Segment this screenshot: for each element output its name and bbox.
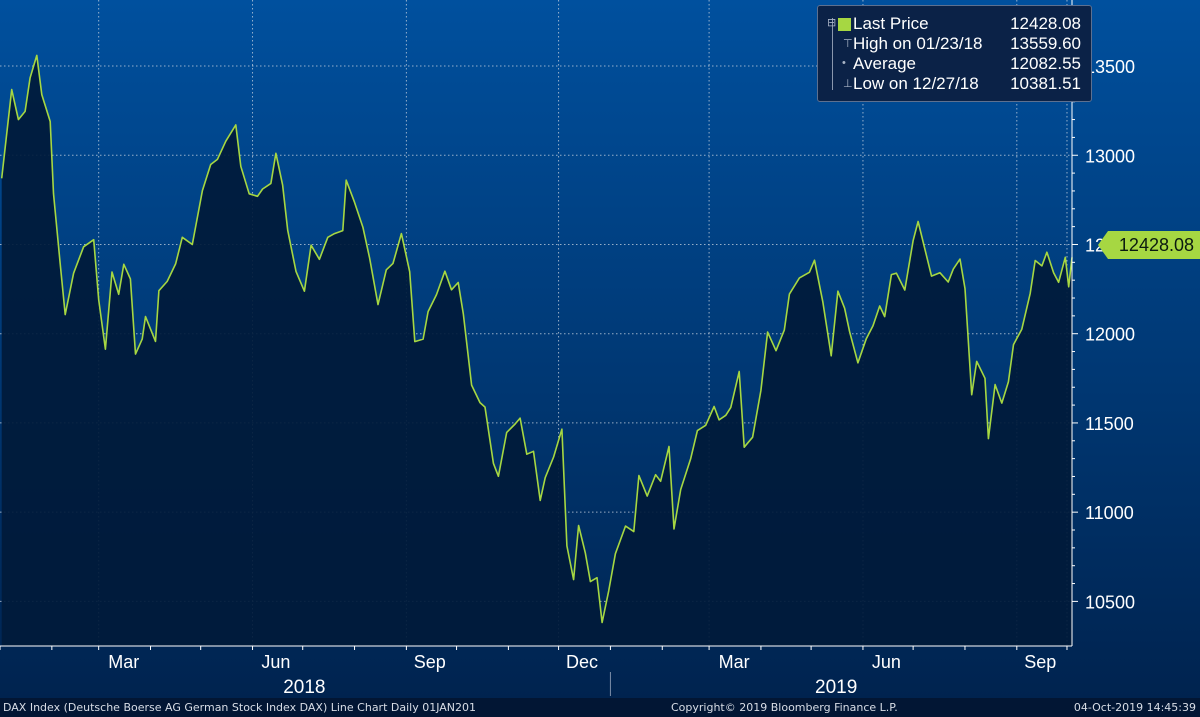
legend-label-last-price: Last Price — [853, 14, 929, 33]
x-tick-label: Mar — [108, 652, 139, 672]
legend-row-last-price: Last Price 12428.08 — [818, 14, 1091, 34]
legend-swatch-last-price — [838, 18, 851, 31]
legend-collapse-icon[interactable]: ⊟ — [827, 17, 837, 29]
legend-row-average: Average 12082.55 — [818, 54, 1091, 74]
legend-label-average: Average — [853, 54, 917, 73]
x-axis: Mar Jun Sep Dec Mar Jun Sep 2018 2019 — [0, 645, 1072, 698]
x-tick-label: Dec — [566, 652, 598, 672]
legend-value-last-price: 12428.08 — [1010, 14, 1081, 33]
footer-copyright: Copyright© 2019 Bloomberg Finance L.P. — [671, 701, 898, 714]
price-area-fill — [1, 55, 1073, 646]
legend-box: ⊟ ⊤ • ⊥ Last Price 12428.08 High on 01/2… — [817, 5, 1092, 102]
last-price-tag: 12428.08 — [1098, 231, 1200, 259]
price-line-series — [0, 54, 1073, 624]
y-tick-label: 13500 — [1085, 57, 1135, 77]
legend-label-high: High on 01/23/18 — [853, 34, 983, 53]
x-tick-label: Jun — [872, 652, 901, 672]
x-tick-label: Jun — [261, 652, 290, 672]
footer-timestamp: 04-Oct-2019 14:45:39 — [1073, 701, 1196, 714]
x-tick-label: Sep — [1024, 652, 1056, 672]
y-tick-label: 12000 — [1085, 325, 1135, 345]
y-tick-label: 10500 — [1085, 592, 1135, 612]
legend-value-low: 10381.51 — [1010, 74, 1081, 93]
legend-value-high: 13559.60 — [1010, 34, 1081, 53]
legend-label-low: Low on 12/27/18 — [853, 74, 979, 93]
x-tick-label: Mar — [719, 652, 750, 672]
x-year-label: 2019 — [815, 677, 857, 698]
y-tick-label: 11500 — [1085, 414, 1134, 434]
footer-description: DAX Index (Deutsche Boerse AG German Sto… — [3, 701, 477, 714]
legend-row-low: Low on 12/27/18 10381.51 — [818, 74, 1091, 94]
legend-value-average: 12082.55 — [1010, 54, 1081, 73]
legend-tree-line — [832, 18, 833, 90]
x-tick-label: Sep — [414, 652, 446, 672]
legend-high-icon: ⊤ — [843, 38, 853, 50]
legend-row-high: High on 01/23/18 13559.60 — [818, 34, 1091, 54]
y-tick-label: 11000 — [1085, 503, 1134, 523]
y-tick-label: 13000 — [1085, 146, 1135, 166]
legend-average-icon: • — [842, 57, 846, 69]
x-year-label: 2018 — [283, 677, 325, 698]
legend-low-icon: ⊥ — [843, 78, 853, 90]
price-chart: 10500110001150012000125001300013500 MarJ… — [0, 0, 1200, 698]
footer-bar: DAX Index (Deutsche Boerse AG German Sto… — [0, 698, 1200, 717]
